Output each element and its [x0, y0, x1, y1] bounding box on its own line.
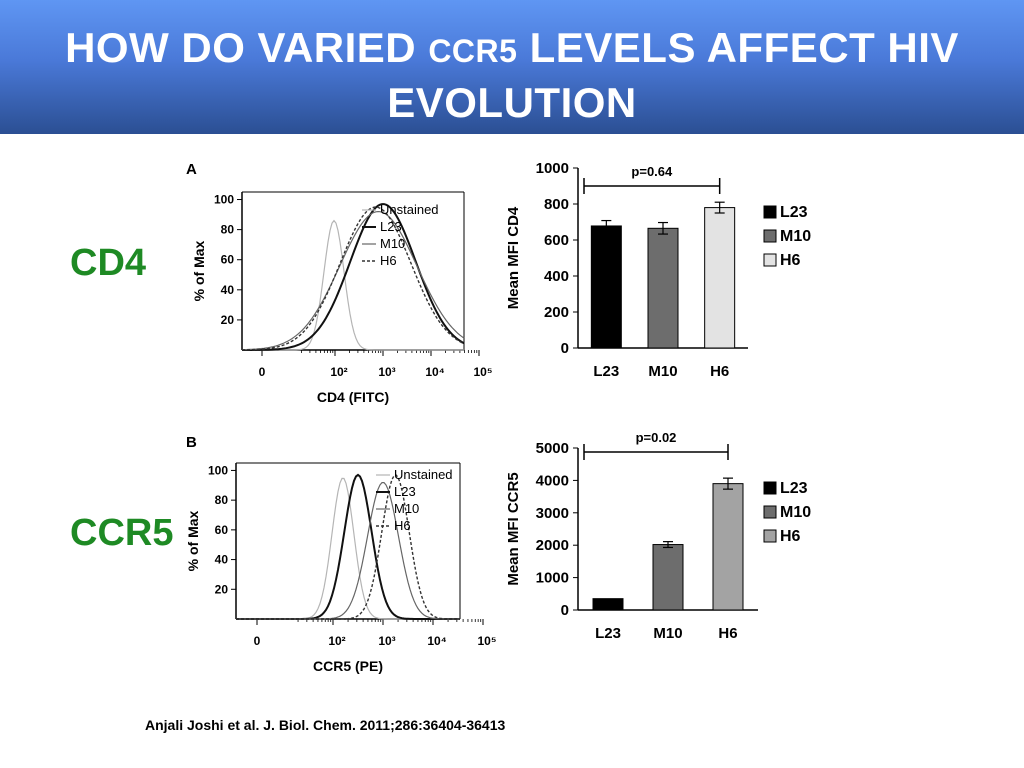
bar-y-tick-label: 2000 [536, 537, 569, 554]
title-part-1: HOW DO VARIED [65, 24, 429, 71]
x-tick-label: 10⁵ [478, 634, 497, 648]
bar-legend-swatch [763, 229, 777, 243]
y-tick-label: 20 [215, 582, 229, 596]
title-part-2: CCR5 [428, 33, 518, 69]
bar-category-label: H6 [718, 625, 737, 642]
legend-label: Unstained [380, 202, 439, 217]
bar-legend-label: M10 [780, 504, 811, 521]
citation: Anjali Joshi et al. J. Biol. Chem. 2011;… [145, 717, 506, 733]
bar-category-label: L23 [595, 625, 621, 642]
panel-letter-0: A [186, 161, 197, 178]
bar-y-tick-label: 3000 [536, 505, 569, 522]
bar-y-label: Mean MFI CCR5 [505, 472, 522, 585]
legend-label: L23 [380, 219, 402, 234]
bar-legend-label: H6 [780, 252, 801, 269]
slide-title: HOW DO VARIED CCR5 LEVELS AFFECT HIV EVO… [0, 22, 1024, 129]
legend-label: L23 [394, 484, 416, 499]
bar-y-label: Mean MFI CD4 [505, 206, 522, 309]
histogram-curve-m10 [242, 210, 465, 351]
histogram-curve-l23 [236, 473, 460, 620]
bar-m10 [652, 544, 684, 611]
legend-label: Unstained [394, 467, 453, 482]
bar-y-tick-label: 600 [544, 232, 569, 249]
y-tick-label: 80 [215, 493, 229, 507]
title-part-4: EVOLUTION [387, 79, 637, 126]
bar-m10 [647, 227, 679, 349]
bar-l23 [592, 598, 624, 611]
bar-category-label: M10 [653, 625, 682, 642]
bar-legend-label: H6 [780, 528, 801, 545]
bar-y-tick-label: 200 [544, 304, 569, 321]
x-tick-label: 10⁵ [474, 365, 493, 379]
bar-legend-label: M10 [780, 228, 811, 245]
y-tick-label: 100 [208, 463, 228, 477]
p-value-annotation: p=0.02 [636, 430, 677, 445]
histo-x-label: CD4 (FITC) [317, 389, 389, 405]
y-tick-label: 40 [221, 283, 235, 297]
histogram-curve-m10 [236, 482, 460, 620]
histogram-curve-unstained [236, 477, 460, 620]
bar-y-tick-label: 400 [544, 268, 569, 285]
y-tick-label: 100 [214, 193, 234, 207]
y-tick-label: 40 [215, 553, 229, 567]
x-tick-label: 10³ [378, 634, 395, 648]
histogram-curve-l23 [242, 203, 465, 351]
bar-legend-label: L23 [780, 480, 808, 497]
legend-label: M10 [394, 501, 419, 516]
label-ccr5: CCR5 [70, 512, 174, 554]
legend-label: H6 [394, 518, 411, 533]
histo-x-label: CCR5 (PE) [313, 658, 383, 674]
bar-y-tick-label: 5000 [536, 440, 569, 457]
panel-letter-1: B [186, 434, 197, 451]
legend-label: M10 [380, 236, 405, 251]
legend-label: H6 [380, 253, 397, 268]
y-tick-label: 60 [221, 253, 235, 267]
bar-h6 [712, 483, 744, 611]
histogram-curve-unstained [242, 219, 464, 351]
y-tick-label: 60 [215, 523, 229, 537]
bar-legend-swatch [763, 529, 777, 543]
p-value-annotation: p=0.64 [631, 164, 673, 179]
x-tick-label: 10⁴ [427, 634, 446, 648]
bar-y-tick-label: 0 [561, 340, 569, 357]
y-tick-label: 20 [221, 313, 235, 327]
x-tick-label: 10³ [378, 365, 395, 379]
histogram-curve-h6 [242, 206, 465, 351]
label-cd4: CD4 [70, 242, 147, 284]
title-bar [0, 0, 1024, 134]
bar-h6 [704, 207, 736, 349]
histo-y-label: % of Max [191, 240, 207, 301]
bar-legend-swatch [763, 481, 777, 495]
title-part-3: LEVELS AFFECT HIV [517, 24, 959, 71]
bar-category-label: L23 [593, 363, 619, 380]
x-tick-label: 10² [328, 634, 345, 648]
x-tick-label: 10² [330, 365, 347, 379]
histogram-curve-h6 [236, 474, 460, 620]
bar-category-label: H6 [710, 363, 729, 380]
x-tick-label: 0 [259, 365, 266, 379]
bar-y-tick-label: 1000 [536, 570, 569, 587]
bar-category-label: M10 [648, 363, 677, 380]
bar-legend-swatch [763, 505, 777, 519]
bar-legend-swatch [763, 253, 777, 267]
bar-y-tick-label: 4000 [536, 472, 569, 489]
histo-y-label: % of Max [185, 510, 201, 571]
bar-legend-label: L23 [780, 204, 808, 221]
y-tick-label: 80 [221, 223, 235, 237]
bar-y-tick-label: 0 [561, 602, 569, 619]
bar-y-tick-label: 800 [544, 196, 569, 213]
bar-legend-swatch [763, 205, 777, 219]
x-tick-label: 10⁴ [425, 365, 444, 379]
bar-y-tick-label: 1000 [536, 160, 569, 177]
x-tick-label: 0 [254, 634, 261, 648]
bar-l23 [590, 225, 622, 349]
